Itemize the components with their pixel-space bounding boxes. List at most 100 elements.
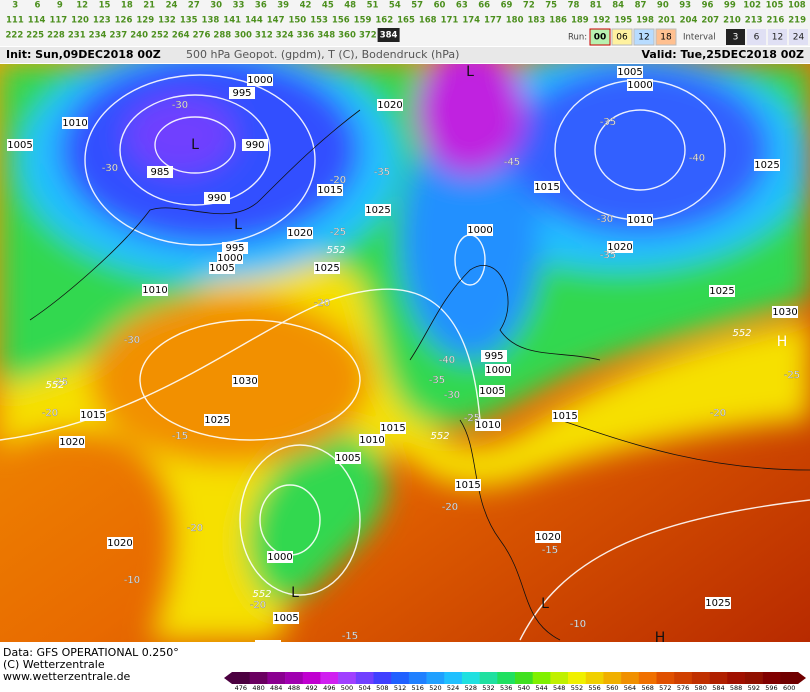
hour-link[interactable]: 15 <box>99 1 111 11</box>
hour-link[interactable]: 48 <box>344 1 356 11</box>
interval-button[interactable] <box>726 29 745 45</box>
hour-link[interactable]: 105 <box>766 1 784 11</box>
hour-link[interactable]: 69 <box>501 1 513 11</box>
hour-link[interactable]: 84 <box>612 1 624 11</box>
run-button[interactable] <box>611 28 633 46</box>
hour-link[interactable]: 36 <box>255 1 267 11</box>
hour-link[interactable]: 87 <box>635 1 647 11</box>
hour-link[interactable]: 288 <box>213 31 231 41</box>
hour-link[interactable]: 300 <box>234 31 252 41</box>
hour-link[interactable]: 159 <box>354 16 372 26</box>
hour-link[interactable]: 75 <box>545 1 557 11</box>
hour-link[interactable]: 66 <box>478 1 490 11</box>
hour-link[interactable]: 3 <box>12 1 18 11</box>
run-option[interactable]: 00 <box>594 33 607 43</box>
hour-link[interactable]: 348 <box>317 31 335 41</box>
hour-link[interactable]: 312 <box>255 31 273 41</box>
interval-button[interactable] <box>747 29 766 45</box>
hour-link[interactable]: 42 <box>300 1 312 11</box>
hour-link[interactable]: 78 <box>568 1 580 11</box>
hour-link[interactable]: 213 <box>745 16 763 26</box>
hour-link[interactable]: 264 <box>172 31 190 41</box>
hour-link[interactable]: 207 <box>701 16 719 26</box>
hour-link[interactable]: 6 <box>35 1 41 11</box>
hour-link[interactable]: 138 <box>202 16 220 26</box>
hour-link[interactable]: 126 <box>115 16 133 26</box>
hour-link[interactable]: 189 <box>571 16 589 26</box>
hour-link[interactable]: 180 <box>506 16 524 26</box>
hour-link[interactable]: 120 <box>71 16 89 26</box>
hour-link[interactable]: 147 <box>267 16 285 26</box>
hour-link[interactable]: 237 <box>109 31 127 41</box>
hour-link[interactable]: 30 <box>210 1 222 11</box>
hour-link[interactable]: 210 <box>723 16 741 26</box>
run-option[interactable]: 18 <box>660 33 672 43</box>
hour-link[interactable]: 60 <box>434 1 446 11</box>
hour-link[interactable]: 54 <box>389 1 401 11</box>
hour-link[interactable]: 177 <box>484 16 502 26</box>
hour-link[interactable]: 276 <box>193 31 211 41</box>
hour-link[interactable]: 45 <box>322 1 334 11</box>
hour-link[interactable]: 240 <box>130 31 148 41</box>
hour-link[interactable]: 18 <box>121 1 133 11</box>
hour-link[interactable]: 63 <box>456 1 468 11</box>
hour-link[interactable]: 51 <box>367 1 379 11</box>
hour-link[interactable]: 129 <box>136 16 154 26</box>
hour-link[interactable]: 117 <box>49 16 67 26</box>
run-option[interactable]: 12 <box>638 33 649 43</box>
interval-button[interactable] <box>789 29 808 45</box>
run-button[interactable] <box>633 28 655 46</box>
hour-link[interactable]: 150 <box>288 16 306 26</box>
hour-link[interactable]: 219 <box>788 16 806 26</box>
hour-link[interactable]: 183 <box>528 16 546 26</box>
hour-link[interactable]: 171 <box>441 16 459 26</box>
hour-link[interactable]: 216 <box>767 16 785 26</box>
hour-link[interactable]: 144 <box>245 16 263 26</box>
hour-link[interactable]: 231 <box>68 31 86 41</box>
hour-link[interactable]: 165 <box>397 16 415 26</box>
hour-link[interactable]: 111 <box>6 16 24 26</box>
hour-link[interactable]: 99 <box>724 1 736 11</box>
hour-link[interactable]: 108 <box>788 1 806 11</box>
hour-link[interactable]: 12 <box>76 1 88 11</box>
hour-link[interactable]: 156 <box>332 16 350 26</box>
hour-link[interactable]: 132 <box>158 16 176 26</box>
hour-link[interactable]: 57 <box>411 1 423 11</box>
hour-link[interactable]: 252 <box>151 31 169 41</box>
hour-link[interactable]: 24 <box>166 1 178 11</box>
interval-option[interactable]: 3 <box>733 33 739 43</box>
hour-link[interactable]: 27 <box>188 1 200 11</box>
run-button[interactable] <box>655 28 677 46</box>
hour-link[interactable]: 222 <box>6 31 24 41</box>
interval-option[interactable]: 24 <box>793 33 805 43</box>
hour-link[interactable]: 225 <box>26 31 44 41</box>
hour-link[interactable]: 39 <box>277 1 289 11</box>
hour-link[interactable]: 168 <box>419 16 437 26</box>
hour-link[interactable]: 93 <box>679 1 691 11</box>
hour-link[interactable]: 228 <box>47 31 65 41</box>
interval-option[interactable]: 12 <box>772 33 783 43</box>
hour-link[interactable]: 174 <box>462 16 480 26</box>
hour-link[interactable]: 234 <box>89 31 107 41</box>
hour-link[interactable]: 33 <box>233 1 245 11</box>
hour-link[interactable]: 81 <box>590 1 602 11</box>
interval-button[interactable] <box>768 29 787 45</box>
hour-link[interactable]: 195 <box>614 16 632 26</box>
run-option[interactable]: 06 <box>616 33 628 43</box>
hour-link[interactable]: 96 <box>702 1 714 11</box>
hour-link[interactable]: 153 <box>310 16 328 26</box>
hour-link[interactable]: 204 <box>680 16 698 26</box>
interval-option[interactable]: 6 <box>754 33 760 43</box>
hour-link[interactable]: 72 <box>523 1 535 11</box>
hour-link[interactable]: 192 <box>593 16 611 26</box>
hour-link[interactable]: 102 <box>743 1 761 11</box>
hour-link[interactable]: 372 <box>359 31 377 41</box>
hour-link[interactable]: 186 <box>549 16 567 26</box>
hour-link[interactable]: 135 <box>180 16 198 26</box>
hour-link[interactable]: 9 <box>57 1 63 11</box>
hour-link[interactable]: 141 <box>223 16 241 26</box>
hour-link[interactable]: 21 <box>143 1 155 11</box>
hour-link[interactable]: 384 <box>380 31 398 41</box>
hour-link[interactable]: 324 <box>276 31 294 41</box>
hour-link[interactable]: 114 <box>28 16 46 26</box>
